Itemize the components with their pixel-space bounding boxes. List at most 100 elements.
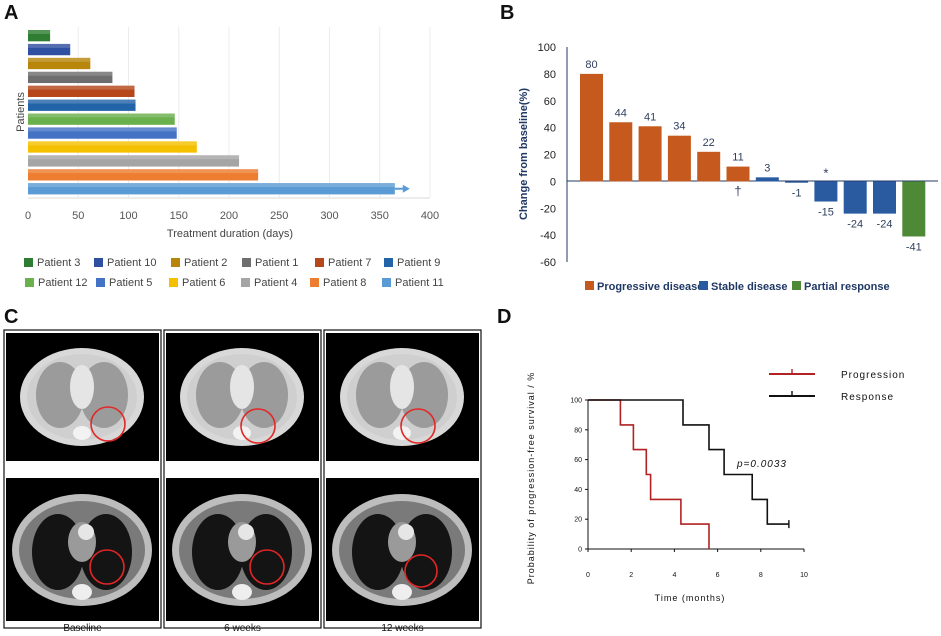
a-bar-highlight (28, 85, 135, 90)
b-markers: †* (734, 165, 828, 198)
a-x-tick-label: 400 (421, 210, 439, 222)
a-x-tick-label: 50 (72, 210, 84, 222)
a-legend-swatch (25, 278, 34, 287)
panel-d-letter: D (497, 306, 511, 328)
d-y-tick-label: 40 (574, 487, 582, 494)
a-legend-swatch (96, 278, 105, 287)
a-legend-swatch (241, 278, 250, 287)
b-bar (697, 151, 721, 182)
c-scan-frame (3, 329, 162, 629)
a-x-tick-label: 100 (119, 210, 137, 222)
b-bar (755, 177, 779, 182)
b-data-label: -24 (847, 219, 863, 231)
panel-b-letter: B (500, 2, 514, 24)
d-survival-curves (588, 399, 790, 549)
panel-b-chart: 100 80 60 40 20 0 -20 -40 -60 80 44 41 34 22 11 3 -1 -15… (518, 42, 938, 293)
a-y-axis-label: Patients (15, 92, 27, 132)
b-y-tick-label: 60 (544, 96, 556, 108)
c-mediastinum (230, 365, 254, 409)
a-bar (28, 99, 136, 111)
a-bar-highlight (28, 155, 240, 160)
d-legend: Progression Response (769, 369, 905, 403)
a-legend-swatch (169, 278, 178, 287)
a-bar-highlight (28, 183, 395, 188)
b-data-label: 34 (673, 121, 685, 133)
a-bars (28, 30, 410, 195)
a-bar (28, 57, 91, 70)
d-x-tick-label: 6 (716, 572, 720, 579)
a-bar (28, 85, 135, 97)
a-bar-highlight (28, 30, 51, 34)
a-ongoing-arrow-head (402, 184, 410, 193)
b-data-label: -15 (818, 207, 834, 219)
b-legend-label: Stable disease (711, 281, 787, 293)
a-bar-highlight (28, 169, 259, 174)
panel-d-chart: 0 20 40 60 80 100 0 2 4 6 8 10 Time (months) Probab… (526, 369, 905, 603)
b-data-label: -24 (877, 219, 893, 231)
a-legend-label: Patient 1 (255, 257, 298, 269)
a-legend-label: Patient 9 (397, 257, 440, 269)
b-y-tick-label: 20 (544, 150, 556, 162)
b-bar (873, 181, 896, 214)
a-x-tick-label: 300 (320, 210, 338, 222)
d-x-tick-label: 4 (672, 572, 676, 579)
d-x-tick-label: 2 (629, 572, 633, 579)
a-bar (28, 141, 197, 153)
c-lesion-circle (249, 549, 285, 585)
a-legend-swatch (382, 278, 391, 287)
b-legend-swatch (699, 281, 708, 290)
a-bar (28, 113, 175, 125)
a-legend-label: Patient 3 (37, 257, 80, 269)
b-legend-swatch (792, 281, 801, 290)
b-y-tick-label: 40 (544, 123, 556, 135)
b-legend-label: Progressive disease (597, 281, 703, 293)
d-y-tick-label: 0 (578, 547, 582, 554)
a-legend-label: Patient 8 (323, 277, 366, 289)
d-curve-progression (588, 399, 710, 549)
panel-a-letter: A (4, 2, 18, 24)
a-x-tick-label: 200 (220, 210, 238, 222)
c-lesion-circle (404, 554, 438, 588)
d-x-tick-label: 0 (586, 572, 590, 579)
c-mediastinum (390, 365, 414, 409)
a-bar (28, 71, 113, 84)
a-tick-labels: 0 50 100 150 200 250 300 350 400 (25, 210, 439, 222)
c-lesion-circle (89, 549, 125, 585)
a-x-tick-label: 350 (371, 210, 389, 222)
d-legend-label: Progression (841, 370, 905, 381)
a-bar (28, 30, 51, 42)
a-bar (28, 183, 395, 195)
d-tick-labels: 0 20 40 60 80 100 0 2 4 6 8 10 (570, 398, 808, 580)
panel-a-chart: 0 50 100 150 200 250 300 350 400 Treatment durat… (15, 27, 444, 289)
c-scan-frame (323, 329, 482, 629)
b-bar (785, 181, 809, 183)
b-data-label: 41 (644, 111, 656, 123)
b-legend-label: Partial response (804, 281, 890, 293)
a-bar-highlight (28, 99, 136, 104)
b-bar (609, 122, 633, 182)
c-mediastinum (70, 365, 94, 409)
a-bar (28, 127, 177, 139)
b-bar (843, 181, 867, 214)
b-data-label: 44 (615, 107, 627, 119)
a-legend-swatch (171, 258, 180, 267)
b-marker-symbol: * (823, 165, 828, 180)
a-legend-label: Patient 2 (184, 257, 227, 269)
b-tick-labels: 100 80 60 40 20 0 -20 -40 -60 (538, 42, 556, 269)
c-lesion-circle (400, 408, 436, 444)
a-bar-highlight (28, 127, 177, 132)
a-x-tick-label: 250 (270, 210, 288, 222)
d-legend-label: Response (841, 392, 894, 403)
c-scan-caption: 12 weeks (381, 623, 423, 634)
c-lesion-circle (90, 406, 126, 442)
b-y-tick-label: 100 (538, 42, 556, 54)
a-legend-label: Patient 12 (38, 277, 88, 289)
b-legend-swatch (585, 281, 594, 290)
c-scan-caption: Baseline (63, 623, 102, 634)
b-bar (726, 166, 750, 182)
a-bar (28, 155, 240, 167)
c-spine (72, 584, 92, 600)
b-y-tick-label: -20 (540, 203, 556, 215)
c-aorta (398, 524, 414, 540)
